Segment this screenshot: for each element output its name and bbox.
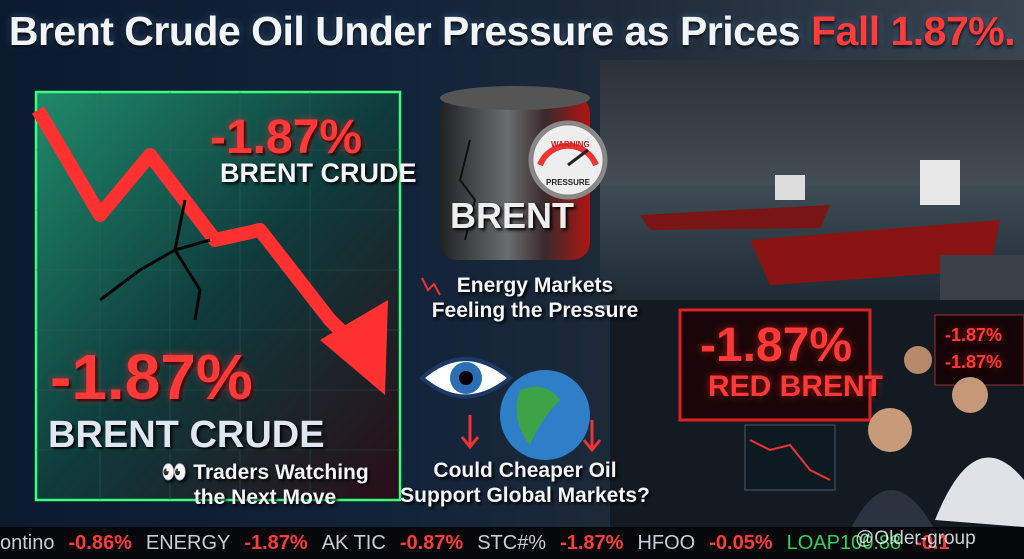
ticker-change: -0.87% [399, 531, 464, 554]
trader [850, 490, 935, 530]
monitor-value: -1.87% [945, 352, 1003, 372]
crack [458, 139, 477, 241]
containers [940, 255, 1024, 305]
title-highlight: Fall 1.87%. [810, 8, 1016, 54]
ticker: ontino -0.86% ENERGY -1.87% AK TIC -0.87% STC#… [0, 527, 1024, 559]
ticker-name: HFOO [637, 531, 696, 554]
question-caption: Could Cheaper Oil Support Global Markets… [400, 458, 650, 508]
trader [952, 377, 988, 413]
main-change: -1.87% [50, 341, 253, 413]
gauge-bottom: PRESSURE [546, 178, 591, 187]
tanker [640, 205, 830, 230]
caption-line: Feeling the Pressure [431, 299, 639, 322]
barrel-label: BRENT [450, 195, 574, 236]
caption-line: Could Cheaper Oil [433, 459, 617, 482]
monitor-value: -1.87% [945, 325, 1003, 345]
tanker [750, 220, 1000, 285]
top-change: -1.87% [210, 111, 363, 164]
ticker-change: -0.05% [709, 531, 773, 554]
trader [935, 457, 1024, 527]
gauge-scale [537, 142, 599, 167]
monitor [934, 314, 1024, 386]
ticker-name: AK TIC [321, 531, 386, 554]
ticker-change: -1.87% [244, 531, 308, 554]
falling-arrow [31, 106, 365, 355]
ticker-name: LOAP100.88 [786, 531, 902, 554]
globe-land [516, 386, 560, 445]
caption-line: Support Global Markets? [400, 484, 650, 507]
caption-line: the Next Move [193, 486, 337, 509]
ticker-change: -1.87% [560, 531, 624, 554]
title: Brent Crude Oil Under Pressure as Prices… [0, 8, 1024, 55]
ticker-name: ENERGY [145, 531, 231, 554]
eye-pupil [459, 371, 473, 385]
gauge-top: WARNING [551, 140, 590, 149]
trader [904, 346, 932, 374]
energy-caption: Energy Markets Feeling the Pressure [420, 273, 650, 323]
down-arrows [460, 415, 602, 453]
ship-bridge [920, 160, 960, 205]
screen-label: RED BRENT [708, 370, 884, 403]
crack [99, 199, 211, 321]
screen-change: -1.87% [700, 319, 853, 372]
screen [678, 308, 872, 422]
caption-line: 👀 Traders Watching [161, 461, 369, 484]
gauge-needle [567, 148, 589, 167]
watermark: @Older-group [855, 528, 976, 549]
arrow-head [320, 300, 388, 395]
chart-panel [34, 90, 402, 502]
monitor-chart [749, 439, 831, 481]
caption-line: Energy Markets [456, 274, 614, 297]
ship-bridge [775, 175, 805, 200]
barrel-top [440, 86, 590, 110]
ticker-name: STC#% [477, 531, 547, 554]
monitor [744, 424, 836, 491]
traders-caption: 👀 Traders Watching the Next Move [150, 460, 380, 510]
trader [868, 408, 912, 452]
top-label: BRENT CRUDE [220, 158, 417, 188]
ticker-change: -0.86% [68, 531, 132, 554]
main-label: BRENT CRUDE [48, 414, 325, 456]
ticker-change: -0.1 [915, 531, 950, 554]
ticker-name: ontino [0, 531, 55, 554]
gauge [528, 120, 608, 200]
trend-icon [421, 277, 441, 296]
title-text: Brent Crude Oil Under Pressure as Prices [8, 8, 801, 54]
